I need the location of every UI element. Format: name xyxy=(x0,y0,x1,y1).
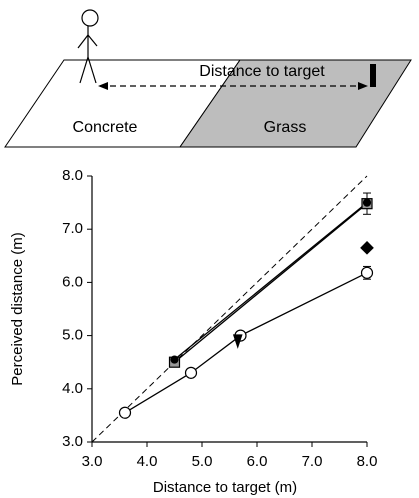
y-tick-label: 3.0 xyxy=(62,433,83,450)
series-line xyxy=(174,203,368,363)
triangle-marker xyxy=(232,334,243,349)
concrete-label: Concrete xyxy=(73,119,138,136)
observer-figure xyxy=(77,9,99,84)
target-post xyxy=(370,64,376,87)
diamond-marker xyxy=(360,240,374,255)
x-tick-label: 3.0 xyxy=(82,453,103,470)
series-line xyxy=(174,202,368,361)
x-tick-label: 4.0 xyxy=(137,453,158,470)
circle-marker xyxy=(170,355,179,364)
x-tick-label: 8.0 xyxy=(357,453,378,470)
y-tick-label: 4.0 xyxy=(62,380,83,397)
y-tick-label: 6.0 xyxy=(62,273,83,290)
circle-marker xyxy=(362,198,372,207)
arrow-head xyxy=(358,82,368,90)
identity-line xyxy=(91,175,368,443)
circle-marker xyxy=(360,266,374,279)
y-axis-label: Perceived distance (m) xyxy=(9,232,26,385)
x-tick-label: 6.0 xyxy=(247,453,268,470)
x-axis-label: Distance to target (m) xyxy=(153,479,297,496)
y-tick-label: 8.0 xyxy=(62,167,83,184)
y-tick-label: 7.0 xyxy=(62,220,83,237)
x-tick-label: 7.0 xyxy=(302,453,323,470)
x-tick-label: 5.0 xyxy=(192,453,213,470)
arrow-head xyxy=(98,82,108,90)
circle-marker xyxy=(184,366,198,379)
grass-label: Grass xyxy=(264,119,307,136)
distance-label: Distance to target xyxy=(199,63,325,80)
ground-diagram: Distance to target Concrete Grass xyxy=(4,9,412,148)
y-tick-label: 5.0 xyxy=(62,327,83,344)
grass-surface xyxy=(179,59,412,148)
series-line xyxy=(124,272,368,414)
circle-marker xyxy=(118,406,132,419)
